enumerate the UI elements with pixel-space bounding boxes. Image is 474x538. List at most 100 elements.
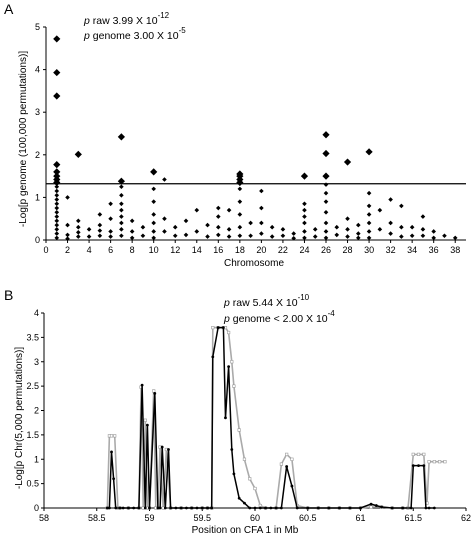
panel-b-series-1-point: [306, 506, 310, 510]
panel-a-point-small: [323, 190, 329, 196]
panel-b-series-1-point: [269, 506, 273, 510]
panel-a-point-small: [172, 224, 178, 230]
panel-a-point-small: [334, 224, 340, 230]
panel-a-x-tick-label: 6: [108, 245, 113, 255]
panel-a-point-small: [334, 232, 340, 238]
panel-b-annotation-exponent-1: -10: [298, 293, 310, 302]
panel-a-point-small: [388, 197, 393, 202]
panel-a-point-small: [54, 188, 60, 194]
panel-a-point-small: [205, 234, 210, 239]
panel-b-y-tick-label: 1.5: [26, 430, 39, 440]
panel-a-point-small: [399, 203, 404, 209]
panel-a-point-small: [162, 216, 167, 221]
panel-a-point-small: [151, 229, 156, 234]
panel-b-annotation-p-1: p: [223, 297, 230, 309]
panel-b-series-1-point: [185, 506, 188, 510]
panel-a-point-small: [312, 227, 318, 232]
panel-a-y-tick-label: 4: [35, 65, 40, 75]
panel-a-point-small: [431, 229, 436, 234]
panel-a-x-tick-label: 36: [429, 245, 439, 255]
panel-a-point-small: [237, 224, 243, 230]
panel-a-x-tick-label: 26: [321, 245, 331, 255]
panel-a-point-small: [119, 220, 124, 226]
panel-b-annotation-line-2: p genome < 2.00 X 10-4: [223, 309, 335, 325]
panel-a-point-large: [322, 131, 330, 139]
panel-a-point-small: [302, 220, 307, 226]
panel-b-series-1-point: [243, 501, 246, 505]
panel-a-point-large: [150, 168, 158, 176]
panel-b-x-tick-label: 58: [39, 513, 49, 523]
panel-a-point-small: [119, 227, 124, 232]
panel-a-point-small: [409, 233, 415, 239]
panel-a-point-small: [54, 192, 60, 198]
panel-a-point-small: [431, 235, 436, 241]
panel-a-x-tick-label: 2: [65, 245, 70, 255]
panel-b-annotation-p-2: p: [223, 313, 230, 325]
panel-a-point-large: [236, 178, 244, 187]
panel-a-point-small: [54, 222, 60, 228]
panel-a-x-tick-label: 28: [343, 245, 353, 255]
panel-a-point-small: [345, 216, 350, 221]
panel-b-series-1-point: [369, 502, 373, 506]
panel-a-point-small: [259, 205, 264, 211]
panel-b-series-2-point: [438, 460, 442, 464]
panel-a-point-small: [216, 232, 221, 238]
panel-a-point-small: [119, 184, 124, 190]
panel-b-annotation-line-1: p raw 5.44 X 10-10: [223, 293, 310, 309]
panel-a-point-small: [194, 229, 200, 234]
panel-a-point-small: [151, 220, 156, 226]
panel-a-point-small: [377, 227, 383, 232]
panel-a-point-small: [452, 235, 458, 241]
panel-b-x-tick-label: 61: [355, 513, 365, 523]
panel-b-series-1-point: [156, 506, 160, 510]
panel-b-series-2-point: [152, 389, 156, 393]
panel-a-point-small: [226, 234, 232, 239]
panel-a-point-small: [97, 212, 103, 217]
panel-b-y-tick-label: 3.5: [26, 332, 39, 342]
panel-a-point-small: [399, 234, 404, 239]
panel-a-point-small: [323, 235, 329, 241]
panel-a-annotation-line-1: p raw 3.99 X 10-12: [83, 11, 170, 27]
panel-b-series-1-point: [221, 326, 225, 330]
panel-a-x-tick-label: 14: [192, 245, 202, 255]
panel-b-series-1-point: [163, 506, 167, 510]
panel-a-point-small: [345, 234, 350, 239]
panel-b-y-tick-label: 3: [34, 357, 39, 367]
panel-a-point-small: [237, 233, 243, 239]
panel-b-series-1-point: [290, 484, 294, 488]
panel-b-series-1-point: [179, 506, 183, 510]
panel-b-series-1-point: [216, 326, 220, 330]
panel-b-series-1-point: [432, 506, 436, 510]
panel-a-chart: A -Log[p genome (100,000 permutations)] …: [4, 1, 466, 269]
panel-b-series-1-point: [253, 506, 257, 510]
panel-a-x-tick-label: 22: [278, 245, 288, 255]
panel-a-point-large: [53, 178, 61, 187]
panel-a-point-small: [86, 227, 92, 232]
panel-a-point-large: [53, 92, 61, 100]
panel-a-point-small: [140, 224, 146, 230]
panel-a-point-small: [399, 224, 404, 230]
panel-b-series-1-point: [153, 392, 157, 395]
panel-b-series-2-point: [279, 462, 283, 466]
panel-a-x-tick-label: 24: [299, 245, 309, 255]
panel-a-point-small: [97, 222, 103, 228]
panel-b-series-1-point: [338, 506, 341, 510]
panel-a-point-large: [53, 168, 61, 176]
panel-a-point-small: [226, 207, 232, 213]
panel-b-series-1-point: [132, 506, 136, 510]
panel-b-series-1-point: [237, 496, 241, 500]
panel-b-series-1-point: [126, 506, 130, 510]
panel-a-point-small: [356, 222, 361, 228]
panel-a-point-small: [269, 234, 275, 239]
panel-a-point-large: [300, 172, 309, 180]
panel-a-point-small: [302, 201, 307, 207]
panel-a-point-small: [76, 224, 81, 230]
panel-a-y-tick-label: 2: [35, 150, 40, 160]
panel-b-series-1-point: [348, 506, 352, 510]
panel-a-point-small: [76, 218, 81, 224]
panel-a-x-tick-label: 16: [213, 245, 223, 255]
panel-b-series-1-point: [137, 506, 141, 510]
panel-b-series-1-point: [295, 506, 299, 510]
panel-b-y-tick-label: 0.5: [26, 479, 39, 489]
panel-b-series-2-point: [285, 452, 289, 456]
